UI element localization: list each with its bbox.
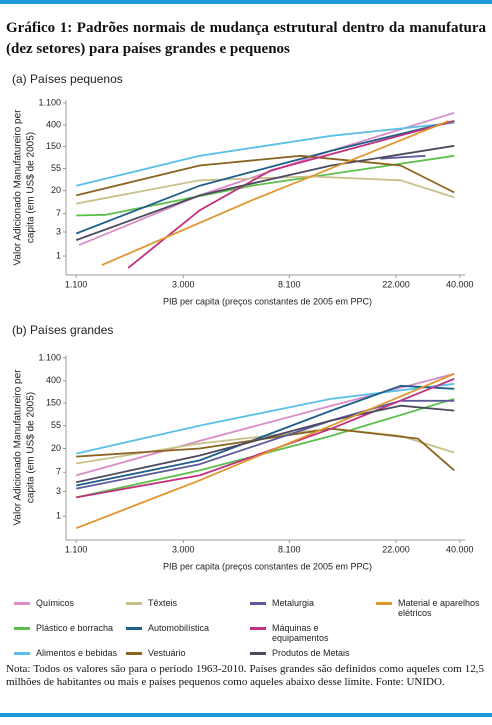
y-tick-label: 20: [51, 443, 61, 453]
legend-item: Plástico e borracha: [14, 623, 126, 643]
y-tick-label: 7: [56, 208, 61, 218]
legend-swatch: [126, 602, 142, 605]
series-line: [76, 382, 455, 455]
legend-swatch: [250, 627, 266, 630]
x-tick-label: 3.000: [172, 544, 195, 554]
charts: (a) Países pequenos Valor Adicionado Manu…: [12, 72, 474, 571]
legend-label: Vestuário: [148, 648, 186, 658]
series-line: [380, 154, 426, 160]
x-tick-label: 1.100: [65, 279, 88, 289]
legend-item: Máquinas e equipamentos: [250, 623, 376, 643]
legend-item: Têxteis: [126, 598, 250, 618]
legend-label: Máquinas e equipamentos: [272, 623, 329, 643]
y-axis-label: Valor Adicionado Manufatureiro per: [13, 369, 24, 526]
subtitle: (a) Países pequenos: [12, 72, 123, 86]
legend-item: Alimentos e bebidas: [14, 648, 126, 658]
x-tick-label: 22.000: [382, 544, 410, 554]
legend-item: Químicos: [14, 598, 126, 618]
legend-label: Metalurgia: [272, 598, 315, 608]
legend-item: Material e aparelhos elétricos: [376, 598, 486, 618]
legend-item: Produtos de Metais: [250, 648, 376, 658]
y-tick-label: 150: [46, 397, 61, 407]
y-tick-label: 55: [51, 163, 61, 173]
x-axis-label: PIB per capita (preços constantes de 200…: [163, 561, 372, 571]
legend-label: Químicos: [36, 598, 75, 608]
x-tick-label: 40.000: [446, 279, 474, 289]
legend-label: Material e aparelhos elétricos: [398, 598, 480, 618]
x-tick-label: 1.100: [65, 544, 88, 554]
x-axis-label: PIB per capita (preços constantes de 200…: [163, 296, 372, 306]
y-axis-label: capita (em US$ de 2005): [26, 132, 37, 243]
series-line: [78, 111, 455, 246]
y-tick-label: 3: [56, 486, 61, 496]
legend-label: Têxteis: [148, 598, 178, 608]
legend: Químicos Plástico e borracha Alimentos e b…: [14, 598, 486, 658]
x-tick-label: 40.000: [446, 544, 474, 554]
x-tick-label: 22.000: [382, 279, 410, 289]
note: Nota: Todos os valores são para o períod…: [6, 663, 484, 688]
legend-item: Automobilística: [126, 623, 250, 643]
bottom-bar: [0, 713, 492, 717]
x-tick-label: 8.100: [278, 544, 301, 554]
series-line: [75, 120, 455, 235]
legend-swatch: [14, 652, 30, 655]
y-tick-label: 7: [56, 467, 61, 477]
series-line: [75, 154, 455, 197]
series-line: [76, 397, 455, 499]
series-line: [75, 122, 455, 187]
series-line: [75, 144, 455, 241]
subtitle: (b) Países grandes: [12, 323, 113, 337]
legend-label: Plástico e borracha: [36, 623, 114, 633]
y-tick-label: 1: [56, 511, 61, 521]
legend-item: Vestuário: [126, 648, 250, 658]
y-tick-label: 20: [51, 185, 61, 195]
series-line: [76, 427, 455, 465]
legend-swatch: [250, 652, 266, 655]
legend-swatch: [14, 602, 30, 605]
legend-swatch: [126, 652, 142, 655]
top-bar: [0, 0, 492, 4]
y-axis-label: Valor Adicionado Manufatureiro per: [13, 109, 24, 266]
title: Gráfico 1: Padrões normais de mudança es…: [6, 20, 486, 57]
y-tick-label: 3: [56, 226, 61, 236]
legend-item: Metalurgia: [250, 598, 376, 618]
x-tick-label: 8.100: [278, 279, 301, 289]
series-line: [76, 399, 455, 490]
y-axis-label: capita (em US$ de 2005): [26, 392, 37, 503]
series-line: [76, 384, 455, 487]
legend-swatch: [250, 602, 266, 605]
legend-label: Automobilística: [148, 623, 210, 633]
series-line: [75, 372, 455, 530]
y-tick-label: 150: [46, 141, 61, 151]
series-line: [76, 154, 455, 217]
y-tick-label: 1: [56, 250, 61, 260]
y-tick-label: 1.100: [38, 97, 61, 107]
y-tick-label: 1.100: [38, 352, 61, 362]
legend-swatch: [126, 627, 142, 630]
y-tick-label: 55: [51, 420, 61, 430]
legend-label: Produtos de Metais: [272, 648, 350, 658]
y-tick-label: 400: [46, 119, 61, 129]
series-line: [101, 120, 449, 266]
series-line: [76, 404, 455, 484]
legend-swatch: [376, 602, 392, 605]
series-line: [75, 372, 455, 477]
y-tick-label: 400: [46, 375, 61, 385]
legend-swatch: [14, 627, 30, 630]
legend-label: Alimentos e bebidas: [36, 648, 118, 658]
x-tick-label: 3.000: [172, 279, 195, 289]
